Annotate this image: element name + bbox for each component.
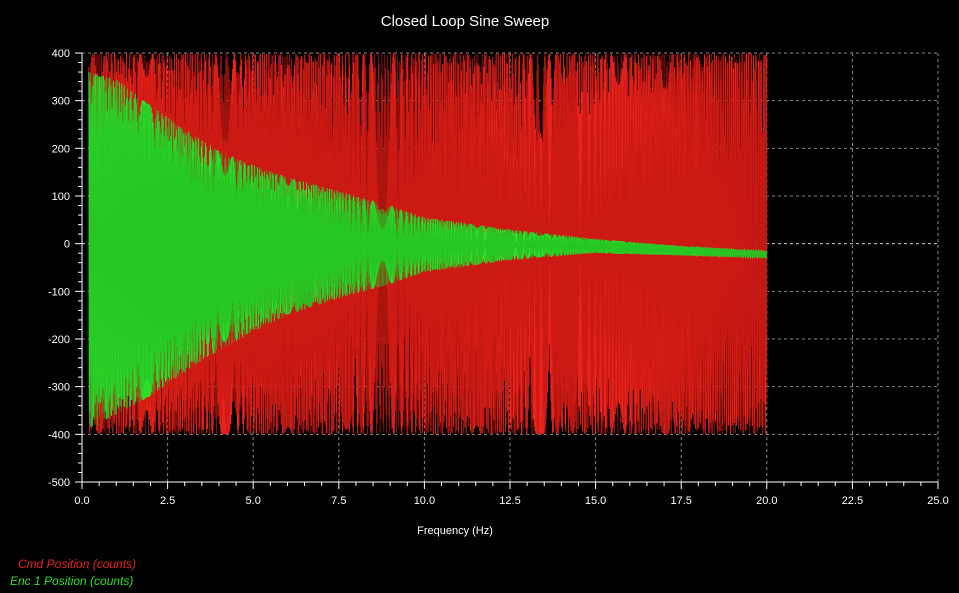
x-tick-label: 0.0 <box>74 495 89 507</box>
x-tick-label: 17.5 <box>670 495 691 507</box>
y-tick-label: 400 <box>52 48 70 60</box>
y-tick-label: -200 <box>48 334 70 346</box>
x-tick-label: 22.5 <box>842 495 863 507</box>
legend-item-enc1-position: Enc 1 Position (counts) <box>10 574 134 588</box>
axes-layer <box>75 52 939 489</box>
y-tick-label: 100 <box>52 191 70 203</box>
chart-title: Closed Loop Sine Sweep <box>381 13 549 30</box>
y-tick-label: 200 <box>52 143 70 155</box>
y-tick-label: -500 <box>48 477 70 489</box>
x-tick-label: 5.0 <box>246 495 261 507</box>
y-tick-label: 0 <box>64 239 70 251</box>
legend-item-cmd-position: Cmd Position (counts) <box>18 557 137 571</box>
x-tick-label: 12.5 <box>499 495 520 507</box>
y-tick-label: -300 <box>48 382 70 394</box>
data-layer <box>88 52 768 435</box>
y-tick-label: -100 <box>48 286 70 298</box>
x-tick-label: 25.0 <box>927 495 948 507</box>
x-tick-label: 7.5 <box>331 495 346 507</box>
y-tick-label: 300 <box>52 96 70 108</box>
x-tick-label: 20.0 <box>756 495 777 507</box>
x-tick-label: 10.0 <box>414 495 435 507</box>
x-tick-label: 2.5 <box>160 495 175 507</box>
y-tick-label: -400 <box>48 429 70 441</box>
x-axis-label: Frequency (Hz) <box>417 525 493 537</box>
tick-label-layer: 400 300 200 100 0 -100 -200 -300 -400 -500 0.0 2.5 5… <box>48 48 949 507</box>
x-tick-label: 15.0 <box>585 495 606 507</box>
series-enc1-position-trace <box>88 72 768 426</box>
